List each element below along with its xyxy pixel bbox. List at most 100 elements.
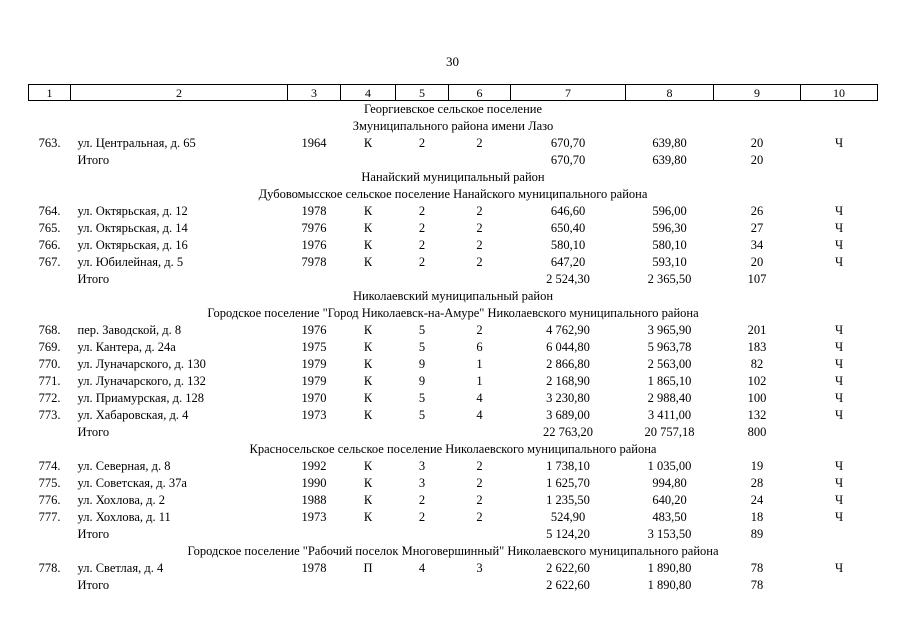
wall-material: К xyxy=(363,408,373,422)
total-area: 5 124,20 xyxy=(546,527,590,541)
wall-material xyxy=(341,424,396,441)
living-area: 596,30 xyxy=(652,221,687,235)
entrances: 2 xyxy=(476,476,483,490)
residents: 27 xyxy=(750,221,764,235)
living-area: 1 890,80 xyxy=(647,578,692,592)
ownership-letter: Ч xyxy=(834,493,844,507)
floors: 4 xyxy=(418,561,426,575)
residents: 34 xyxy=(750,238,764,252)
row-number: 773. xyxy=(38,408,61,422)
residents: 102 xyxy=(747,374,767,388)
row-number: 770. xyxy=(38,357,61,371)
table-row: 764. ул. Октярьская, д. 12 1978 К 2 2 646,60 59… xyxy=(29,203,878,220)
column-header: 9 xyxy=(713,84,801,101)
row-number: 765. xyxy=(38,221,61,235)
residents: 89 xyxy=(750,527,764,541)
floors: 2 xyxy=(418,204,426,218)
table-row: 766. ул. Октярьская, д. 16 1976 К 2 2 580,10 58… xyxy=(29,237,878,254)
section-header-row: Городское поселение "Город Николаевск-на… xyxy=(29,305,878,322)
section-header-row: Змуниципального района имени Лазо xyxy=(29,118,878,135)
floors xyxy=(396,152,449,169)
table-row: 778. ул. Светлая, д. 4 1978 П 4 3 2 622,60 1 89… xyxy=(29,560,878,577)
table-row: 763. ул. Центральная, д. 65 1964 К 2 2 670,70 6… xyxy=(29,135,878,152)
address: ул. Хохлова, д. 2 xyxy=(77,493,166,507)
column-header: 1 xyxy=(28,84,71,101)
address: ул. Октярьская, д. 12 xyxy=(77,204,188,218)
total-area: 2 866,80 xyxy=(546,357,590,371)
total-row: Итого 2 622,60 1 890,80 78 xyxy=(29,577,878,594)
address: пер. Заводской, д. 8 xyxy=(77,323,182,337)
year-built: 1990 xyxy=(301,476,327,490)
living-area: 2 563,00 xyxy=(647,357,692,371)
table-row: 777. ул. Хохлова, д. 11 1973 К 2 2 524,90 483,5… xyxy=(29,509,878,526)
column-header: 4 xyxy=(340,84,396,101)
entrances xyxy=(449,577,511,594)
wall-material xyxy=(341,577,396,594)
residents: 82 xyxy=(750,357,764,371)
row-number xyxy=(29,152,71,169)
ownership-letter: Ч xyxy=(834,323,844,337)
entrances: 1 xyxy=(476,374,483,388)
address: ул. Луначарского, д. 132 xyxy=(77,374,206,388)
residents: 107 xyxy=(747,272,767,286)
floors: 2 xyxy=(418,493,426,507)
total-area: 647,20 xyxy=(550,255,586,269)
section-header: Георгиевское сельское поселение xyxy=(363,102,543,116)
row-number: 764. xyxy=(38,204,61,218)
wall-material xyxy=(341,152,396,169)
floors: 3 xyxy=(418,459,426,473)
living-area: 2 988,40 xyxy=(647,391,692,405)
year-built: 7976 xyxy=(301,221,327,235)
total-area: 4 762,90 xyxy=(546,323,590,337)
total-area: 524,90 xyxy=(550,510,586,524)
total-area: 1 738,10 xyxy=(546,459,590,473)
row-number: 774. xyxy=(38,459,61,473)
column-header: 2 xyxy=(70,84,288,101)
floors xyxy=(396,271,449,288)
floors: 5 xyxy=(418,391,426,405)
floors: 2 xyxy=(418,510,426,524)
wall-material: К xyxy=(363,204,373,218)
column-header: 3 xyxy=(287,84,341,101)
residents: 201 xyxy=(747,323,767,337)
table-row: 768. пер. Заводской, д. 8 1976 К 5 2 4 762,90 3… xyxy=(29,322,878,339)
entrances: 2 xyxy=(476,493,483,507)
residents: 20 xyxy=(750,255,764,269)
entrances: 2 xyxy=(476,221,483,235)
column-header: 6 xyxy=(448,84,511,101)
total-area: 670,70 xyxy=(550,136,586,150)
year-built: 1979 xyxy=(301,357,327,371)
address: ул. Северная, д. 8 xyxy=(77,459,171,473)
total-area: 2 622,60 xyxy=(546,561,590,575)
year-built: 1979 xyxy=(301,374,327,388)
ownership-letter: Ч xyxy=(834,204,844,218)
total-row: Итого 22 763,20 20 757,18 800 xyxy=(29,424,878,441)
year-built: 7978 xyxy=(301,255,327,269)
residents: 26 xyxy=(750,204,764,218)
row-number: 769. xyxy=(38,340,61,354)
entrances: 2 xyxy=(476,459,483,473)
floors: 2 xyxy=(418,238,426,252)
document-table: 1 2 3 4 5 6 7 8 9 10 Георгиевское сельск… xyxy=(28,84,878,594)
living-area: 5 963,78 xyxy=(647,340,692,354)
address: ул. Хабаровская, д. 4 xyxy=(77,408,189,422)
entrances xyxy=(449,271,511,288)
total-area: 2 524,30 xyxy=(546,272,590,286)
total-area: 646,60 xyxy=(550,204,586,218)
living-area: 593,10 xyxy=(652,255,687,269)
residents: 183 xyxy=(747,340,767,354)
address: ул. Октярьская, д. 16 xyxy=(77,238,188,252)
residents: 78 xyxy=(750,561,764,575)
year-built xyxy=(288,271,341,288)
column-header: 8 xyxy=(625,84,714,101)
total-row: Итого 670,70 639,80 20 xyxy=(29,152,878,169)
section-header: Змуниципального района имени Лазо xyxy=(352,119,554,133)
living-area: 580,10 xyxy=(652,238,687,252)
year-built: 1976 xyxy=(301,323,327,337)
entrances: 4 xyxy=(476,391,483,405)
address: ул. Советская, д. 37а xyxy=(77,476,187,490)
column-header: 10 xyxy=(800,84,878,101)
total-row: Итого 5 124,20 3 153,50 89 xyxy=(29,526,878,543)
ownership-letter: Ч xyxy=(834,408,844,422)
total-area: 650,40 xyxy=(550,221,586,235)
